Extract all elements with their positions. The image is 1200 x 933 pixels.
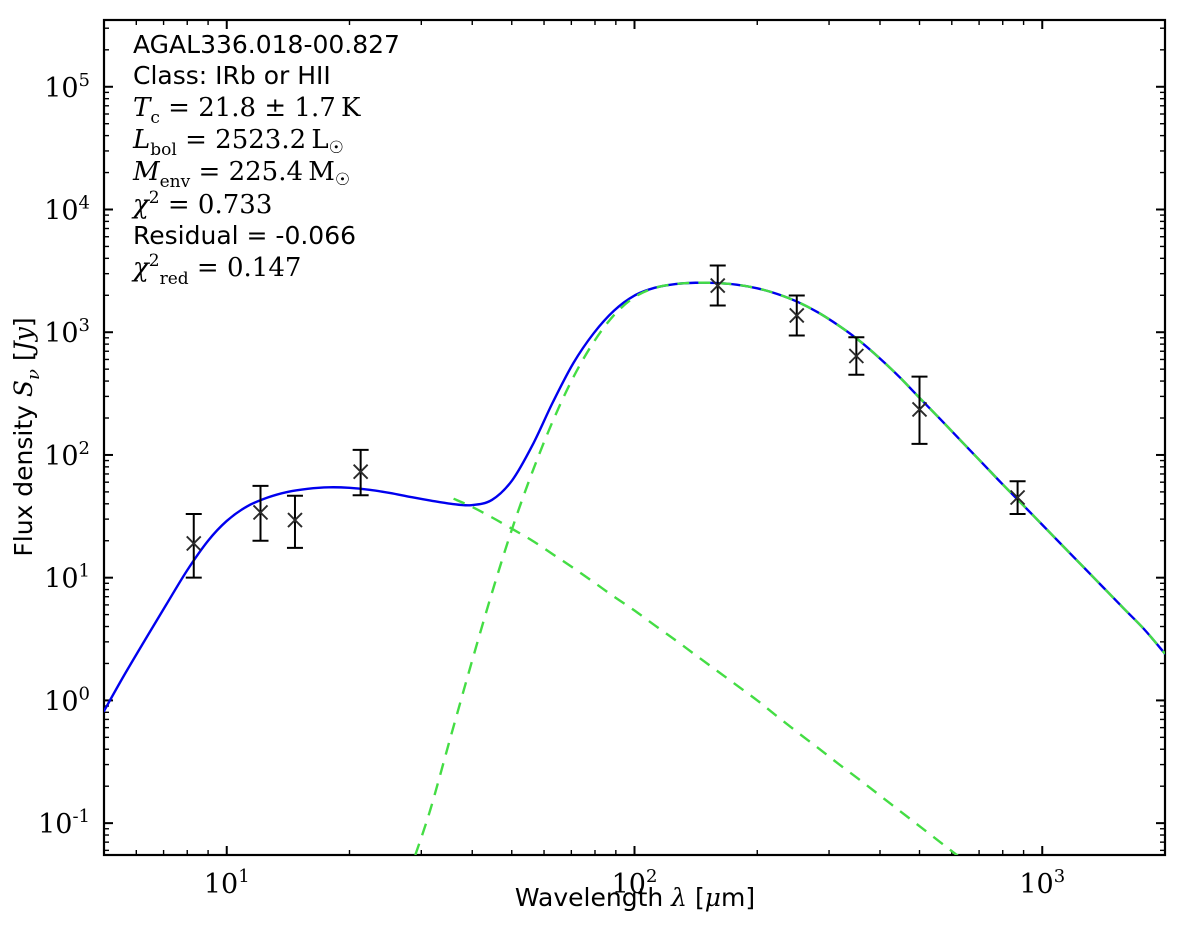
tick-label: 105 (44, 70, 90, 104)
data-point (1009, 480, 1026, 516)
svg-text:Wavelength λ [μm]: Wavelength λ [μm] (515, 883, 755, 912)
tick-label: 104 (44, 192, 90, 226)
marker-x-icon (186, 535, 202, 552)
annotation-source-name: AGAL336.018-00.827 (133, 30, 400, 59)
data-point (788, 294, 805, 337)
annotation-chi2-reduced: χ2red = 0.147 (131, 251, 301, 289)
annotation-luminosity: Lbol = 2523.2 L☉ (132, 125, 344, 160)
annotation-residual: Residual = -0.066 (133, 221, 356, 250)
marker-x-icon (789, 307, 805, 324)
annotation-mass: Menv = 225.4 M☉ (132, 157, 350, 192)
tick-label: 10-1 (38, 806, 90, 840)
data-point (709, 264, 726, 307)
marker-x-icon (1009, 489, 1026, 506)
svg-text:Flux density Sν [Jy]: Flux density Sν [Jy] (9, 317, 44, 556)
annotation-block: AGAL336.018-00.827 Class: IRb or HII Tc … (131, 30, 400, 289)
data-point (848, 336, 865, 376)
tick-label: 101 (204, 866, 250, 900)
total-model-curve (104, 281, 1165, 713)
marker-x-icon (252, 504, 269, 521)
data-point (911, 375, 928, 445)
tick-label: 100 (44, 683, 90, 717)
tick-label: 103 (44, 315, 90, 349)
marker-x-icon (848, 348, 865, 364)
model-curves (104, 281, 1165, 855)
annotation-temperature: Tc = 21.8 ± 1.7 K (133, 93, 361, 128)
annotation-chi2: χ2 = 0.733 (131, 188, 272, 220)
tick-labels: 101 102 103 10-1 100 101 102 103 104 105 (38, 70, 1065, 900)
plot-axes (102, 18, 1167, 857)
data-point (185, 513, 202, 579)
component-curve (414, 281, 1165, 855)
data-point (252, 484, 269, 542)
marker-x-icon (352, 464, 369, 480)
marker-x-icon (911, 401, 928, 418)
tick-label: 103 (1019, 866, 1065, 900)
marker-x-icon (710, 277, 726, 294)
marker-x-icon (287, 512, 303, 528)
data-point (352, 448, 369, 497)
tick-label: 102 (44, 438, 90, 472)
data-point (286, 494, 303, 549)
y-axis-label: Flux density Sν [Jy] (9, 317, 44, 556)
tick-label: 101 (44, 561, 90, 595)
x-axis-label: Wavelength λ [μm] (515, 883, 755, 912)
annotation-class: Class: IRb or HII (133, 61, 331, 90)
component-curve (453, 497, 959, 855)
photometry-points (185, 264, 1026, 579)
tick-label: 102 (612, 866, 658, 900)
